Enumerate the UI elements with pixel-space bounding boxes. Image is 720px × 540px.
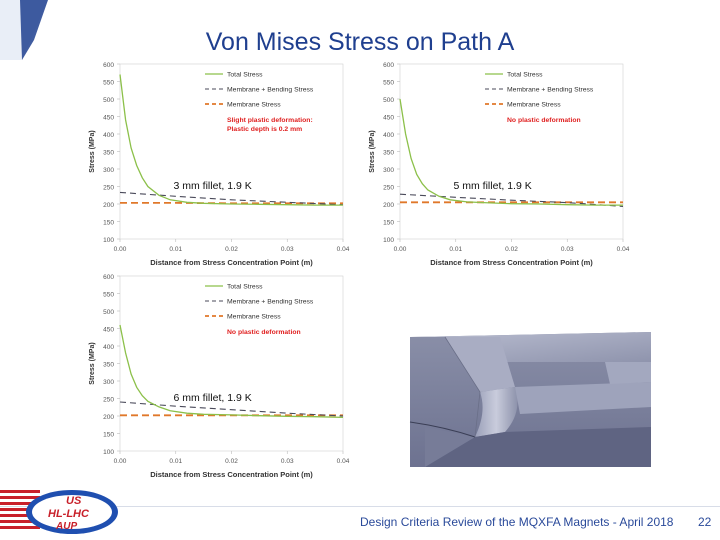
y-tick-label: 400 — [103, 344, 114, 351]
y-tick-label: 250 — [103, 185, 114, 192]
x-tick-label: 0.00 — [114, 246, 127, 253]
series-line-membrane-bending-stress — [119, 401, 344, 417]
y-tick-label: 600 — [103, 62, 114, 69]
legend-label-membrane-stress: Membrane Stress — [507, 102, 561, 109]
plastic-deformation-annotation: Plastic depth is 0.2 mm — [227, 126, 302, 133]
y-tick-label: 250 — [103, 397, 114, 404]
y-tick-label: 400 — [383, 132, 394, 139]
legend-label-membrane-bending-stress: Membrane + Bending Stress — [227, 299, 314, 306]
plot-area — [399, 63, 624, 240]
x-tick-label: 0.04 — [617, 246, 630, 253]
fillet-label: 3 mm fillet, 1.9 K — [174, 180, 252, 192]
chart-3mm-fillet: 100 150 200 250 300 350 400 450 500 550 600 0.00 0.0… — [89, 62, 350, 267]
fillet-label: 5 mm fillet, 1.9 K — [454, 180, 532, 192]
fillet-label: 6 mm fillet, 1.9 K — [174, 392, 252, 404]
y-tick-label: 250 — [383, 185, 394, 192]
page-number: 22 — [698, 515, 712, 529]
y-tick-label: 300 — [103, 379, 114, 386]
legend-label-total-stress: Total Stress — [227, 72, 263, 79]
chart-6mm-fillet: 100 150 200 250 300 350 400 450 500 550 600 0.00 0.0… — [89, 274, 350, 479]
x-axis-label: Distance from Stress Concentration Point… — [430, 258, 593, 267]
logo-line2: HL-LHC — [48, 508, 90, 520]
x-tick-label: 0.00 — [394, 246, 407, 253]
footer-rule — [0, 506, 720, 507]
x-axis-label: Distance from Stress Concentration Point… — [150, 470, 313, 479]
logo-line1: US — [66, 495, 82, 507]
y-tick-label: 300 — [103, 167, 114, 174]
x-tick-label: 0.00 — [114, 458, 127, 465]
y-tick-label: 450 — [383, 115, 394, 122]
y-tick-label: 150 — [103, 432, 114, 439]
x-tick-label: 0.03 — [561, 246, 574, 253]
y-tick-label: 450 — [103, 115, 114, 122]
y-tick-label: 350 — [103, 362, 114, 369]
y-tick-label: 550 — [383, 80, 394, 87]
plastic-deformation-annotation: No plastic deformation — [507, 117, 581, 124]
y-tick-label: 200 — [383, 202, 394, 209]
x-tick-label: 0.02 — [225, 458, 238, 465]
legend-label-total-stress: Total Stress — [507, 72, 543, 79]
x-tick-label: 0.01 — [169, 458, 182, 465]
series-line-total-stress — [399, 98, 623, 206]
series-line-membrane-bending-stress — [119, 191, 344, 206]
x-tick-label: 0.04 — [337, 458, 350, 465]
y-axis-label: Stress (MPa) — [369, 130, 376, 172]
x-tick-label: 0.02 — [225, 246, 238, 253]
y-tick-label: 150 — [383, 220, 394, 227]
plastic-deformation-annotation: Slight plastic deformation: — [227, 117, 313, 124]
x-tick-label: 0.03 — [281, 246, 294, 253]
legend-label-membrane-stress: Membrane Stress — [227, 314, 281, 321]
y-tick-label: 450 — [103, 327, 114, 334]
x-tick-label: 0.01 — [169, 246, 182, 253]
y-tick-label: 500 — [103, 309, 114, 316]
slide-title: Von Mises Stress on Path A — [205, 28, 515, 56]
plastic-deformation-annotation: No plastic deformation — [227, 329, 301, 336]
footer-text: Design Criteria Review of the MQXFA Magn… — [360, 515, 674, 529]
y-tick-label: 100 — [383, 237, 394, 244]
x-tick-label: 0.01 — [449, 246, 462, 253]
y-tick-label: 100 — [103, 449, 114, 456]
y-tick-label: 550 — [103, 292, 114, 299]
logo-line3: AUP — [55, 521, 77, 532]
fillet-geometry-render — [405, 332, 651, 467]
y-tick-label: 200 — [103, 202, 114, 209]
y-axis-label: Stress (MPa) — [89, 342, 96, 384]
x-tick-label: 0.04 — [337, 246, 350, 253]
y-tick-label: 100 — [103, 237, 114, 244]
series-line-total-stress — [119, 74, 343, 206]
y-tick-label: 500 — [103, 97, 114, 104]
x-axis-label: Distance from Stress Concentration Point… — [150, 258, 313, 267]
x-tick-label: 0.02 — [505, 246, 518, 253]
y-tick-label: 350 — [103, 150, 114, 157]
corner-decoration — [0, 0, 48, 60]
plot-area — [119, 63, 344, 240]
y-tick-label: 600 — [383, 62, 394, 69]
plot-area — [119, 275, 344, 452]
y-tick-label: 500 — [383, 97, 394, 104]
legend-label-membrane-stress: Membrane Stress — [227, 102, 281, 109]
legend-label-total-stress: Total Stress — [227, 284, 263, 291]
y-tick-label: 150 — [103, 220, 114, 227]
y-tick-label: 350 — [383, 150, 394, 157]
y-tick-label: 400 — [103, 132, 114, 139]
y-tick-label: 550 — [103, 80, 114, 87]
y-tick-label: 300 — [383, 167, 394, 174]
series-line-membrane-bending-stress — [399, 193, 624, 207]
us-hl-lhc-aup-logo: US HL-LHC AUP — [0, 490, 118, 534]
x-tick-label: 0.03 — [281, 458, 294, 465]
y-tick-label: 200 — [103, 414, 114, 421]
legend-label-membrane-bending-stress: Membrane + Bending Stress — [507, 87, 594, 94]
y-tick-label: 600 — [103, 274, 114, 281]
chart-5mm-fillet: 100 150 200 250 300 350 400 450 500 550 600 0.00 0.0… — [369, 62, 630, 267]
y-axis-label: Stress (MPa) — [89, 130, 96, 172]
legend-label-membrane-bending-stress: Membrane + Bending Stress — [227, 87, 314, 94]
series-line-total-stress — [119, 324, 344, 419]
